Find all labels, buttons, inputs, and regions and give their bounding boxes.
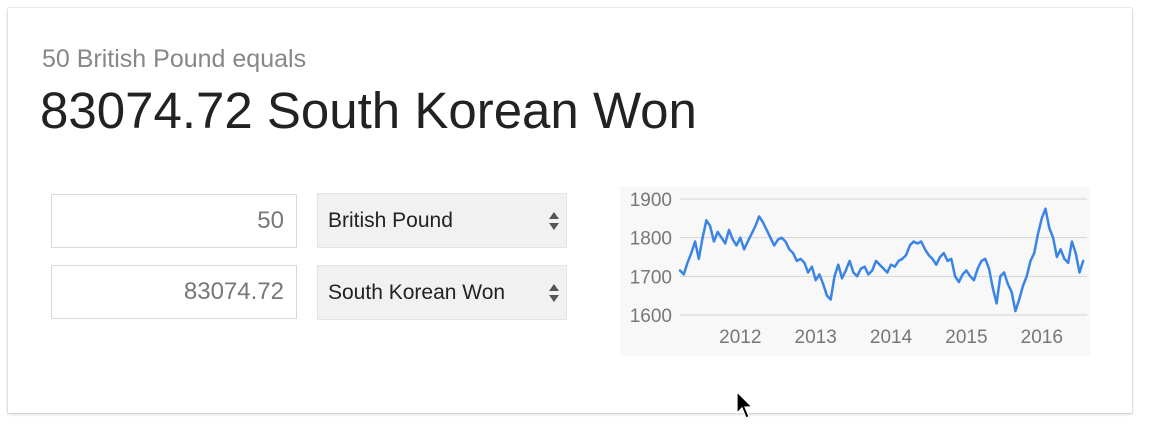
x-tick-label: 2015 [945,327,987,348]
rate-series-line [678,207,1085,313]
y-tick-label: 1600 [630,306,672,327]
mouse-pointer-icon [736,391,754,419]
x-tick-label: 2013 [795,327,837,348]
from-amount-input[interactable] [51,194,297,248]
x-tick-label: 2016 [1021,327,1063,348]
x-tick-label: 2014 [870,327,913,348]
exchange-rate-chart[interactable]: 1600 1700 1800 1900 2012 2013 2014 2015 2016 [620,186,1090,356]
up-down-chevron-icon [549,212,559,230]
from-currency-select[interactable]: British Pound [317,193,567,248]
y-tick-label: 1900 [630,190,672,211]
from-currency-label: British Pound [328,209,453,232]
x-tick-label: 2012 [719,327,761,348]
to-currency-select[interactable]: South Korean Won [317,265,567,320]
y-tick-label: 1800 [630,229,672,250]
conversion-subtitle: 50 British Pound equals [42,45,307,73]
up-down-chevron-icon [549,284,559,302]
to-amount-input[interactable] [51,265,297,319]
conversion-result: 83074.72 South Korean Won [40,82,697,139]
y-tick-label: 1700 [630,267,672,288]
to-currency-label: South Korean Won [328,281,506,304]
chart-background [620,186,1090,356]
